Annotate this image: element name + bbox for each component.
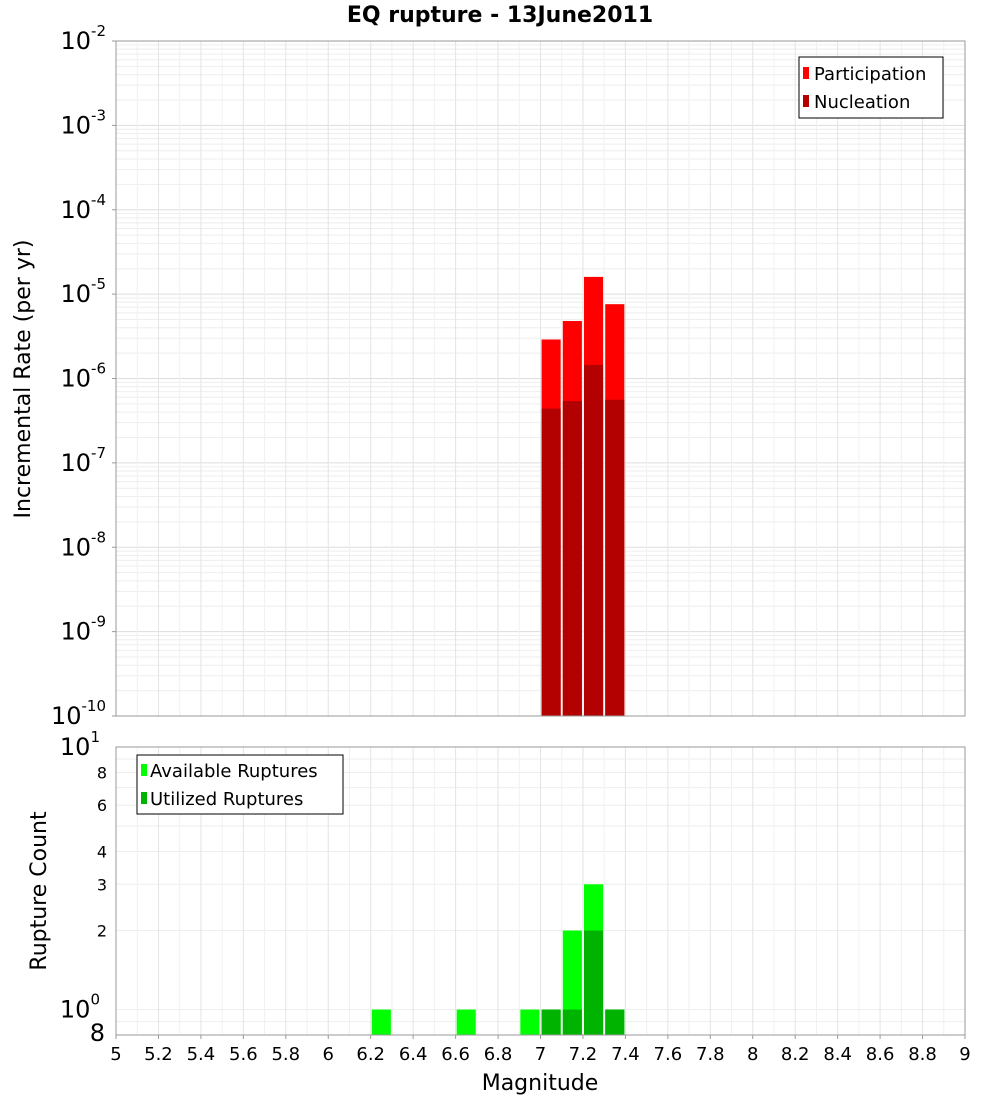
magnitude-tick-label: 5 [110,1044,121,1065]
magnitude-tick-label: 8.2 [781,1044,810,1065]
rate-y-tick-label: 10-9 [60,613,106,646]
magnitude-tick-label: 7.4 [611,1044,640,1065]
rate-y-axis-label: Incremental Rate (per yr) [11,240,36,519]
rate-gridlines [115,41,966,717]
count-y-ticks: 100 101 8 2 3 4 6 8 [60,728,107,1047]
magnitude-tick-label: 7.8 [696,1044,725,1065]
magnitude-tick-label: 9 [959,1044,970,1065]
count-y-tick-minor: 4 [97,842,107,861]
magnitude-tick-label: 7.6 [654,1044,683,1065]
legend-swatch-participation [803,67,809,79]
rate-y-ticks: 10-10 10-9 10-8 10-7 10-6 10-5 10-4 10-3 10-2 [51,22,116,730]
magnitude-tick-label: 8.6 [866,1044,895,1065]
magnitude-tick-label: 5.8 [271,1044,300,1065]
count-bar-utilized-ruptures [562,1009,582,1035]
magnitude-tick-label: 8.4 [823,1044,852,1065]
legend-swatch-nucleation [803,95,809,107]
rate-bar-nucleation [541,408,561,716]
rate-panel: 10-10 10-9 10-8 10-7 10-6 10-5 10-4 10-3 10-2 In… [11,22,966,730]
legend-label-nucleation: Nucleation [814,92,910,113]
count-bar-available-ruptures [520,1009,540,1035]
rate-bar-nucleation [605,399,625,716]
rate-y-tick-label: 10-7 [60,444,106,477]
count-bar-utilized-ruptures [541,1009,561,1035]
rate-y-tick-label: 10-5 [60,275,106,308]
count-y-tick-minor: 8 [90,1019,105,1047]
count-y-tick-minor: 6 [97,796,107,815]
magnitude-tick-label: 7 [535,1044,546,1065]
magnitude-x-axis-label: Magnitude [482,1071,599,1096]
magnitude-tick-label: 6.4 [399,1044,428,1065]
rate-legend: Participation Nucleation [798,56,944,119]
magnitude-tick-label: 7.2 [569,1044,598,1065]
rate-bar-nucleation [584,364,604,716]
count-y-tick-major: 100 [60,991,100,1024]
count-y-axis-label: Rupture Count [27,811,52,971]
legend-label-participation: Participation [814,64,926,85]
magnitude-tick-label: 8.8 [908,1044,937,1065]
rate-y-tick-label: 10-6 [60,360,106,393]
magnitude-tick-label: 5.6 [229,1044,258,1065]
count-panel: 100 101 8 2 3 4 6 8 5 5.2 5.4 5.6 5.8 6 6.2 6.4 6.6 6.8 7… [27,728,971,1096]
magnitude-tick-label: 6.2 [356,1044,385,1065]
rate-y-tick-label: 10-3 [60,106,106,139]
count-bar-available-ruptures [371,1009,391,1035]
magnitude-tick-label: 5.2 [144,1044,173,1065]
count-y-tick-minor: 2 [97,922,107,941]
rate-y-tick-label: 10-10 [51,697,106,730]
count-bar-available-ruptures [456,1009,476,1035]
rate-y-tick-label: 10-4 [60,191,106,224]
count-bars [371,884,625,1035]
count-legend: Available Ruptures Utilized Ruptures [136,754,344,815]
rate-bar-nucleation [562,401,582,716]
legend-label-utilized: Utilized Ruptures [150,789,303,810]
count-bar-utilized-ruptures [584,930,604,1035]
magnitude-tick-label: 6.8 [484,1044,513,1065]
legend-swatch-available [141,764,147,776]
magnitude-tick-label: 6 [323,1044,334,1065]
magnitude-tick-label: 6.6 [441,1044,470,1065]
count-y-tick-minor: 3 [97,875,107,894]
chart-title: EQ rupture - 13June2011 [347,3,653,28]
count-y-tick-major: 101 [60,728,100,761]
magnitude-tick-label: 5.4 [187,1044,216,1065]
count-bar-available-ruptures [562,930,582,1035]
legend-swatch-utilized [141,792,147,804]
count-legend-box [136,754,344,815]
rate-bars [541,276,625,716]
rate-y-tick-label: 10-2 [60,22,106,55]
magnitude-x-ticks: 5 5.2 5.4 5.6 5.8 6 6.2 6.4 6.6 6.8 7 7.2 7.4 7.6 7.8 8… [110,1035,971,1065]
rate-y-tick-label: 10-8 [60,528,106,561]
legend-label-available: Available Ruptures [150,761,318,782]
magnitude-tick-label: 8 [747,1044,758,1065]
count-y-tick-minor: 8 [97,763,107,782]
rate-legend-box [798,56,944,119]
count-bar-utilized-ruptures [605,1009,625,1035]
